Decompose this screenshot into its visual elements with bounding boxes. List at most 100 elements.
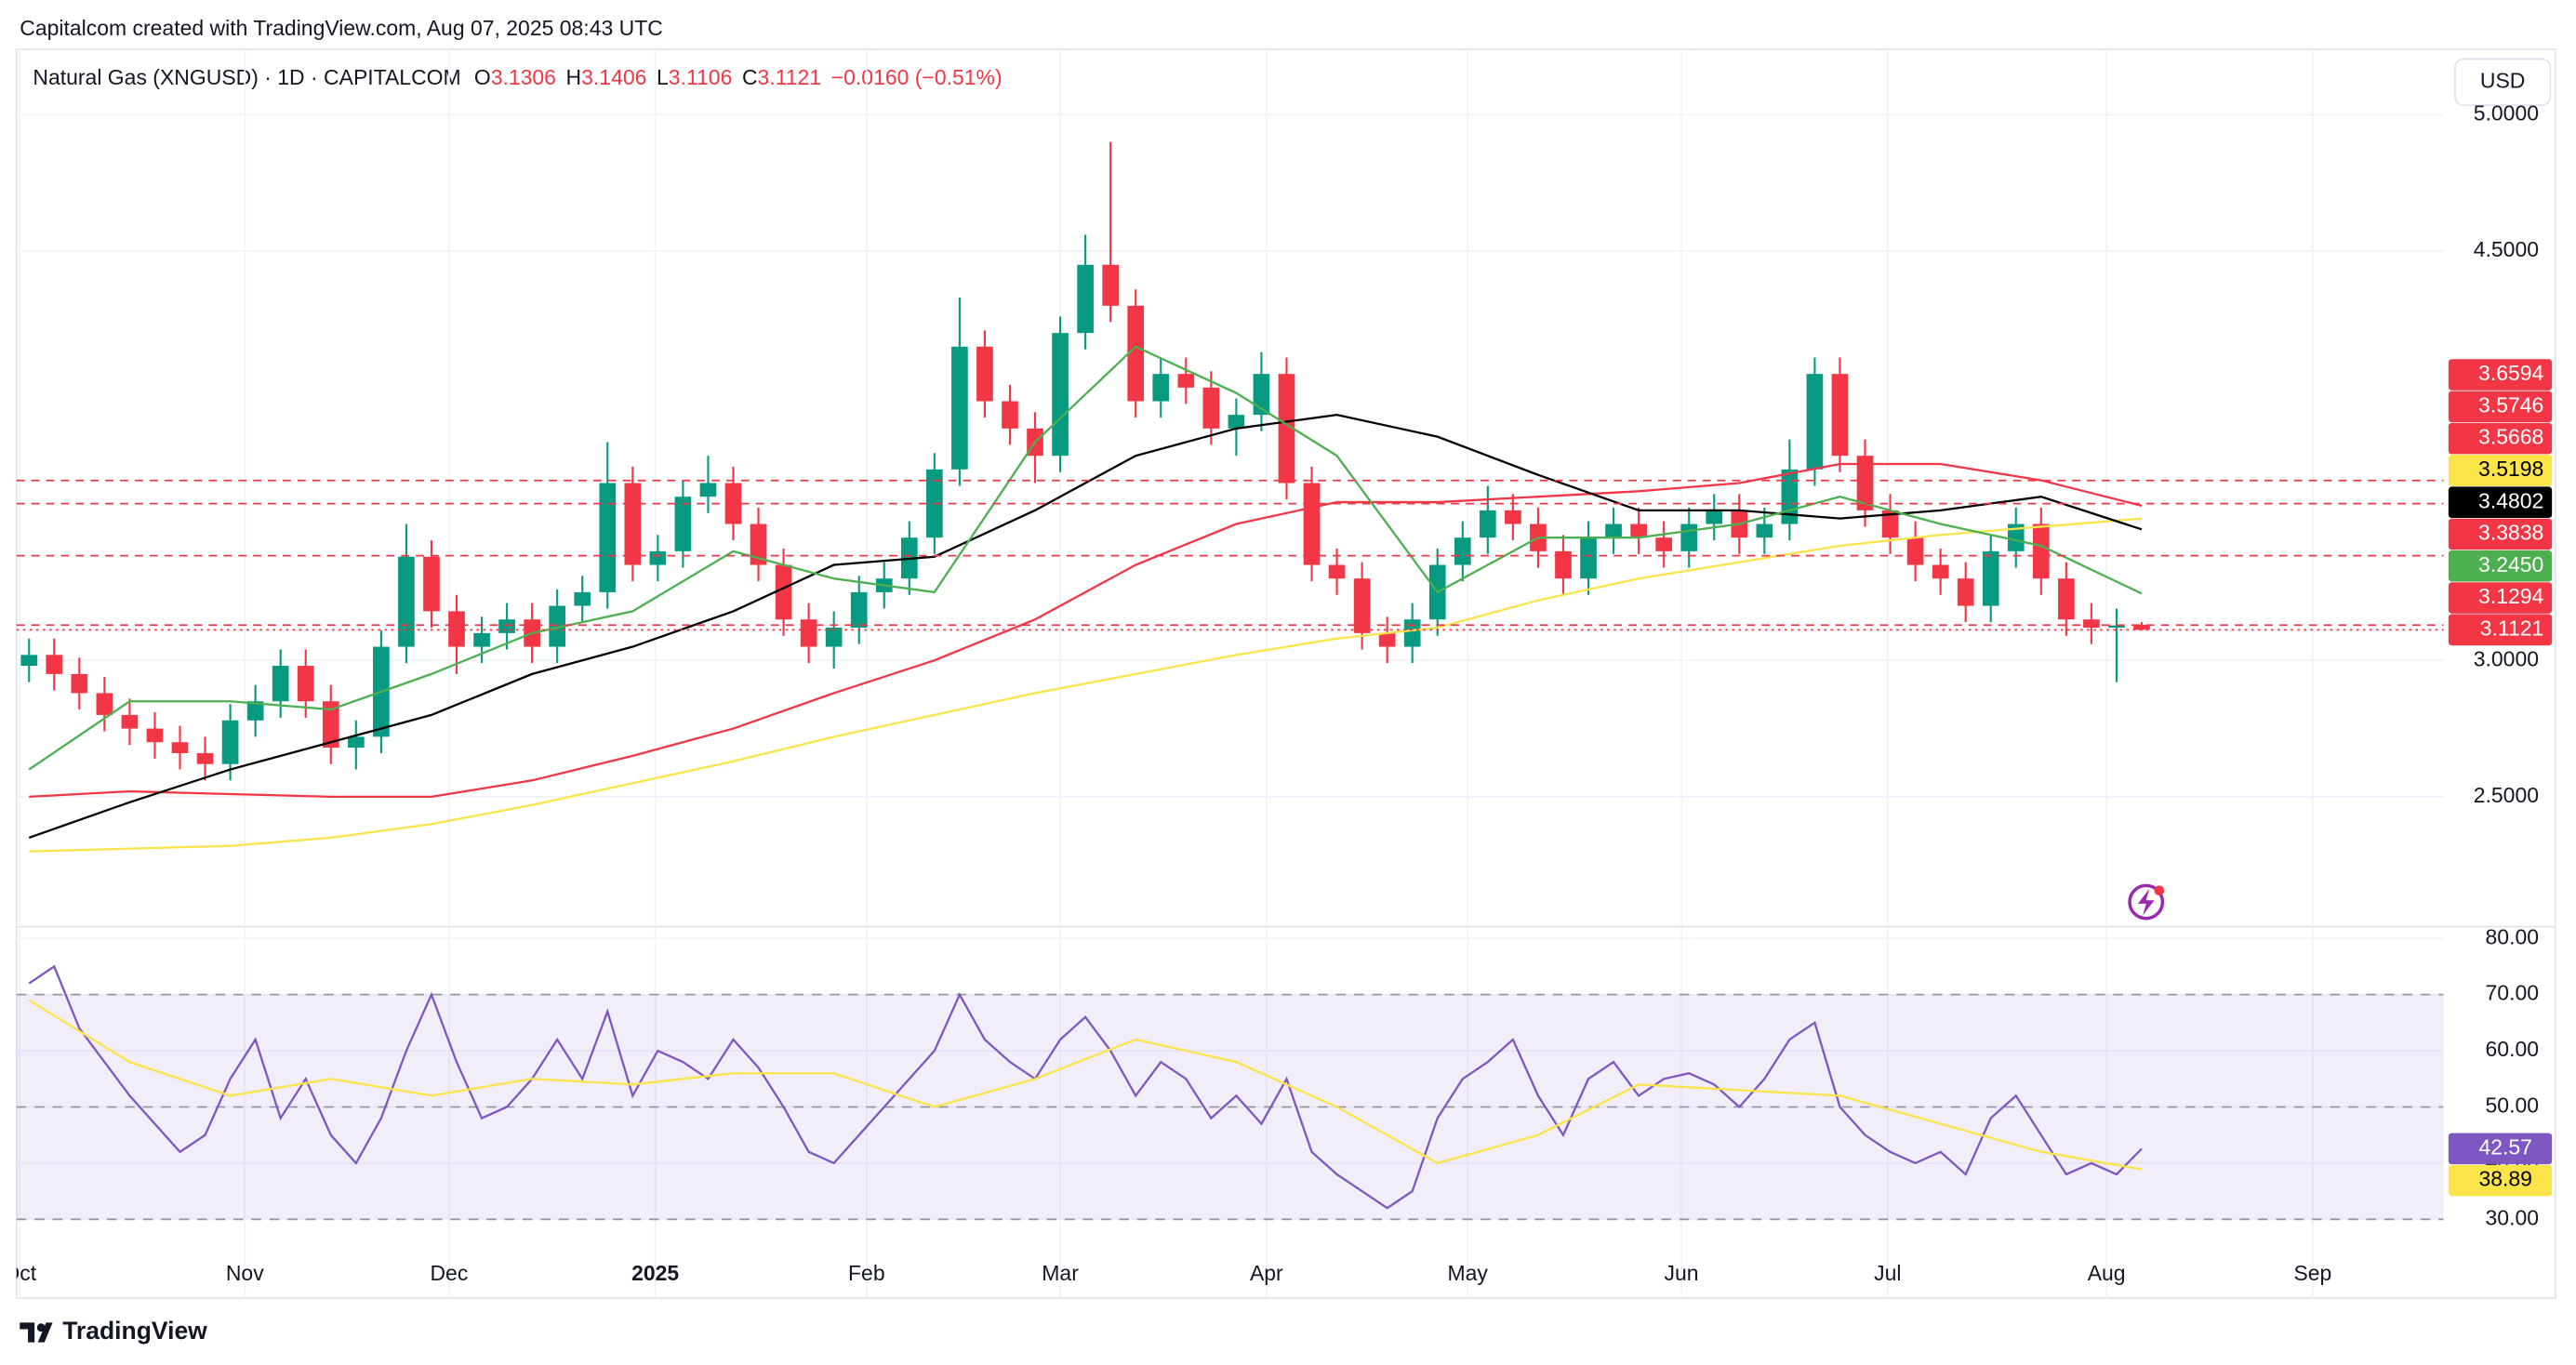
candle-body (750, 523, 767, 565)
candle-body (322, 701, 339, 749)
candle-body (1982, 550, 1999, 606)
rsi-label: 38.89 (2478, 1167, 2531, 1191)
x-tick-label: May (1447, 1261, 1488, 1285)
chart-border (15, 48, 2556, 1299)
y-tick-label: 2.5000 (2474, 783, 2539, 807)
price-label: 3.1294 (2478, 584, 2543, 608)
price-label-box (2448, 518, 2553, 550)
candle-body (699, 483, 717, 497)
x-tick-label: Oct (3, 1261, 36, 1285)
candle-body (96, 693, 113, 715)
x-tick-label: Mar (1042, 1261, 1079, 1285)
currency-button[interactable] (2454, 58, 2552, 106)
candle-body (2108, 625, 2125, 629)
candle-body (2133, 624, 2150, 630)
moving-average (29, 462, 2143, 799)
candle-body (825, 628, 843, 647)
y-tick-label: 30.00 (2486, 1205, 2539, 1229)
candle-body (1505, 510, 1521, 524)
candle-body (1957, 578, 1974, 606)
candle-body (574, 591, 591, 606)
y-tick-label: 50.00 (2486, 1093, 2539, 1118)
candle-body (121, 714, 139, 729)
candle-body (1303, 483, 1321, 565)
candle-body (1403, 619, 1421, 647)
candle-body (246, 701, 264, 721)
rsi-ma (28, 999, 2143, 1171)
currency[interactable]: USD (2480, 68, 2526, 92)
candle-body (1655, 537, 1672, 551)
candle-body (800, 619, 817, 647)
candle-body (297, 666, 314, 702)
attribution: Capitalcom created with TradingView.com,… (20, 16, 663, 40)
y-tick-label: 3.0000 (2474, 646, 2539, 670)
y-tick-label: 80.00 (2486, 924, 2539, 948)
symbol: Natural Gas (XNGUSD) · 1D · CAPITALCOM (33, 65, 460, 89)
alert-icon[interactable] (2128, 883, 2165, 921)
candle-body (448, 611, 465, 647)
price-label: 3.6594 (2478, 361, 2543, 385)
candle-body (1555, 550, 1572, 579)
candle-body (1706, 510, 1723, 524)
price-label-box (2448, 455, 2553, 486)
price-label: 3.2450 (2478, 552, 2543, 576)
candle-body (171, 742, 189, 753)
candle-body (976, 346, 993, 402)
logo (20, 1322, 53, 1343)
candle-body (2032, 523, 2050, 579)
ohlc-value: 3.1406 (581, 65, 646, 89)
candle-body (599, 483, 617, 592)
candle-body (1177, 374, 1195, 388)
x-tick-label: Jul (1874, 1261, 1901, 1285)
symbol-legend: Natural Gas (XNGUSD) · 1D · CAPITALCOM O 3… (33, 65, 1002, 89)
x-tick-label: Feb (848, 1261, 885, 1285)
moving-average (28, 345, 2143, 771)
candle-body (674, 497, 692, 551)
candle-body (1781, 469, 1799, 524)
candle-body (2007, 523, 2025, 551)
ohlc-key: L (657, 65, 669, 89)
moving-average (29, 517, 2143, 853)
price-label-box (2448, 550, 2553, 582)
x-tick-label: Apr (1250, 1261, 1283, 1285)
x-tick-label: Dec (430, 1261, 468, 1285)
x-tick-label: Jun (1665, 1261, 1699, 1285)
candle-body (71, 673, 88, 694)
candle-body (398, 556, 415, 647)
price-label-box (2448, 614, 2553, 646)
price-label: 3.1121 (2480, 616, 2544, 640)
candle-body (1102, 264, 1119, 306)
candle-body (2058, 578, 2075, 620)
candle-body (1756, 523, 1773, 538)
candle-body (951, 346, 968, 470)
moving-average (28, 413, 2143, 840)
x-tick-label: Aug (2088, 1261, 2126, 1285)
ohlc-key: C (742, 65, 758, 89)
y-tick-label: 4.5000 (2474, 237, 2539, 261)
candle-body (1932, 564, 1949, 579)
change: −0.0160 (−0.51%) (831, 65, 1003, 89)
candle-body (1077, 264, 1094, 334)
rsi-line (28, 964, 2143, 1210)
candle-body (46, 655, 63, 674)
x-axis: Oct Nov Dec 2025 Feb Mar Apr May Jun Jul Aug Sep (3, 1261, 2332, 1285)
x-tick-label: 2025 (631, 1261, 679, 1285)
plot-area (16, 49, 2444, 1298)
x-tick-label: Nov (226, 1261, 264, 1285)
ohlc-value: 3.1106 (669, 65, 733, 89)
candle-body (221, 720, 239, 764)
ohlc-key: O (474, 65, 491, 89)
candle-body (1580, 537, 1597, 579)
rsi-label-box (2448, 1133, 2553, 1165)
price-label-box (2448, 391, 2553, 423)
price-label-box (2448, 486, 2553, 518)
candle-body (1278, 374, 1295, 484)
candle-body (423, 556, 440, 612)
ohlc-value: 3.1121 (758, 65, 822, 89)
rsi-label-box (2448, 1164, 2553, 1197)
price-label: 3.5746 (2478, 392, 2543, 417)
candle-body (347, 736, 365, 749)
price-label: 3.5668 (2478, 425, 2543, 449)
candle-body (1052, 333, 1069, 457)
